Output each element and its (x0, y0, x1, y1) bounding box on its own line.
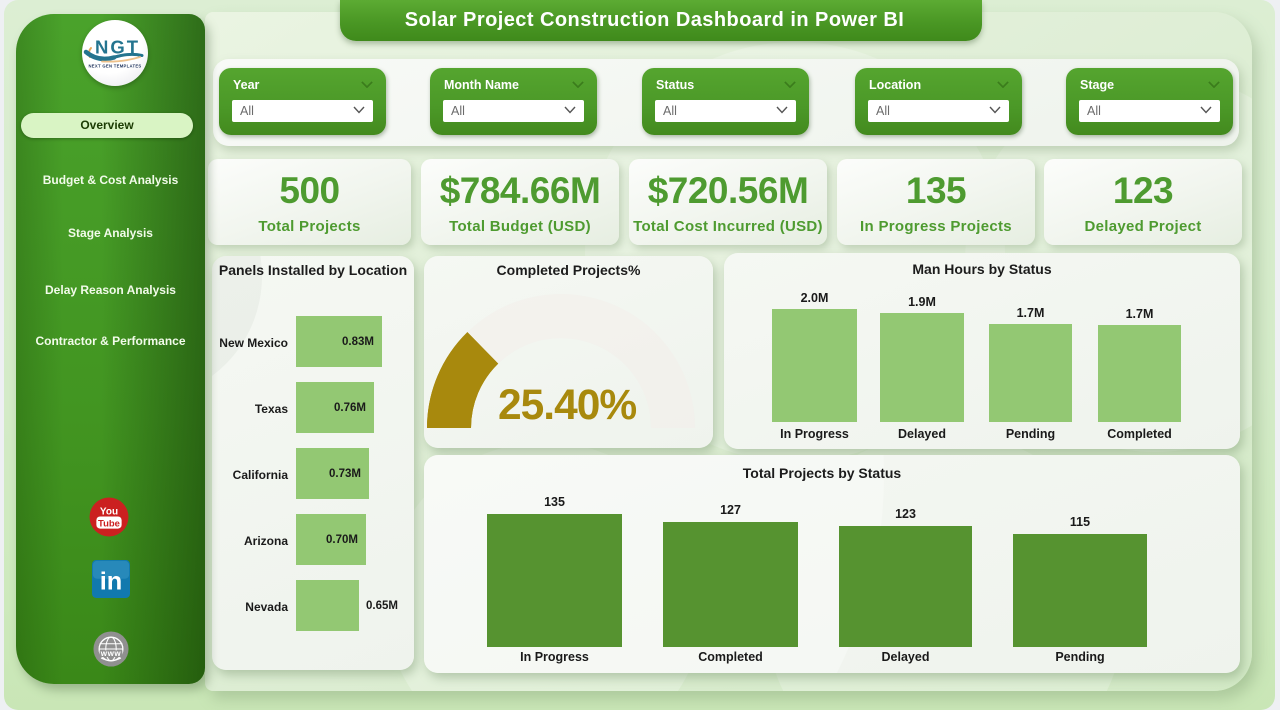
svg-text:www: www (99, 649, 121, 658)
svg-text:NGT: NGT (95, 37, 140, 58)
svg-text:in: in (99, 568, 122, 596)
svg-text:NEXT GEN TEMPLATES: NEXT GEN TEMPLATES (88, 64, 141, 69)
svg-text:You: You (99, 506, 117, 517)
svg-text:Tube: Tube (98, 518, 120, 529)
